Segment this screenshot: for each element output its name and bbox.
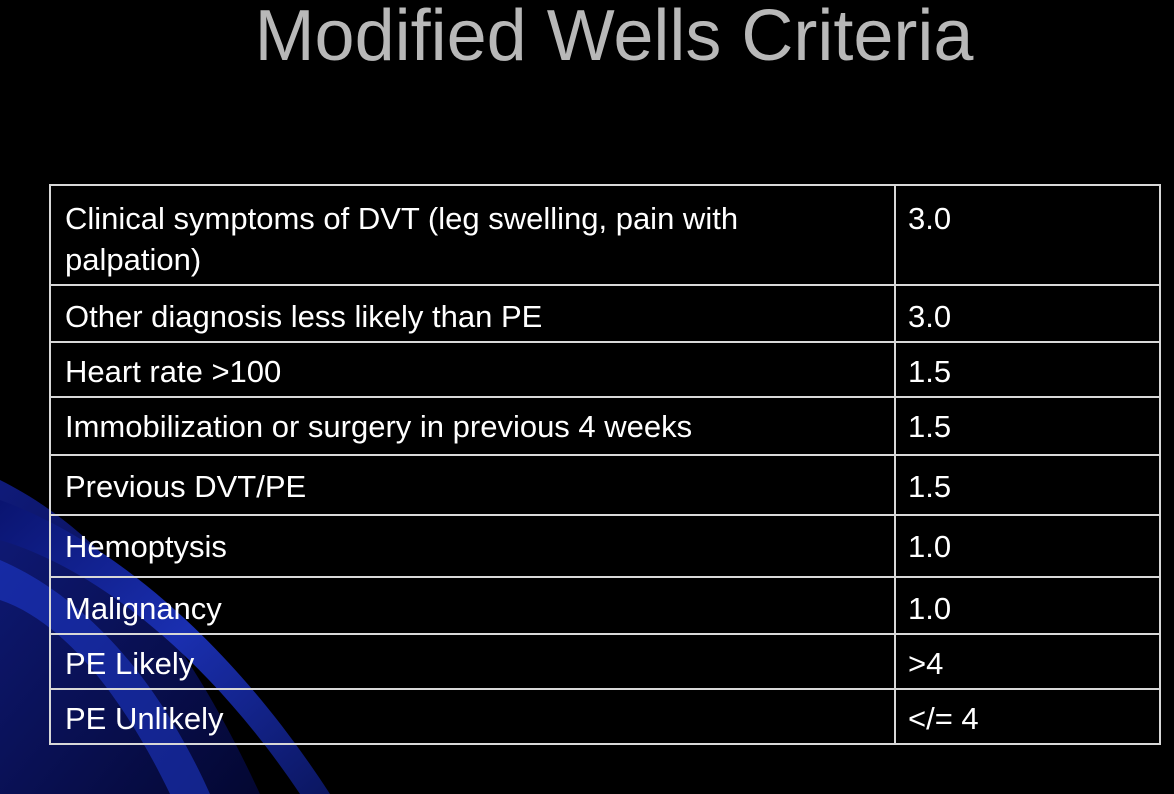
score-cell: 1.5 (894, 341, 1161, 398)
wells-criteria-table: Clinical symptoms of DVT (leg swelling, … (49, 184, 1161, 745)
score-cell: >4 (894, 633, 1161, 690)
score-cell: </= 4 (894, 688, 1161, 745)
criterion-cell: Immobilization or surgery in previous 4 … (49, 396, 896, 456)
table-row: Immobilization or surgery in previous 4 … (49, 396, 1161, 456)
table-row: Malignancy 1.0 (49, 576, 1161, 635)
table-row: PE Likely >4 (49, 633, 1161, 690)
score-cell: 1.0 (894, 576, 1161, 635)
criterion-cell: Malignancy (49, 576, 896, 635)
score-cell: 1.5 (894, 396, 1161, 456)
score-cell: 3.0 (894, 184, 1161, 286)
table-row: Heart rate >100 1.5 (49, 341, 1161, 398)
criterion-cell: Previous DVT/PE (49, 454, 896, 516)
score-cell: 1.0 (894, 514, 1161, 578)
score-cell: 1.5 (894, 454, 1161, 516)
slide-title: Modified Wells Criteria (254, 0, 974, 76)
table-row: Hemoptysis 1.0 (49, 514, 1161, 578)
criterion-cell: Clinical symptoms of DVT (leg swelling, … (49, 184, 896, 286)
score-cell: 3.0 (894, 284, 1161, 343)
criterion-cell: PE Likely (49, 633, 896, 690)
table-row: Clinical symptoms of DVT (leg swelling, … (49, 184, 1161, 286)
table-row: PE Unlikely </= 4 (49, 688, 1161, 745)
table-row: Other diagnosis less likely than PE 3.0 (49, 284, 1161, 343)
criterion-cell: PE Unlikely (49, 688, 896, 745)
criterion-cell: Heart rate >100 (49, 341, 896, 398)
table-row: Previous DVT/PE 1.5 (49, 454, 1161, 516)
criterion-cell: Other diagnosis less likely than PE (49, 284, 896, 343)
criterion-cell: Hemoptysis (49, 514, 896, 578)
